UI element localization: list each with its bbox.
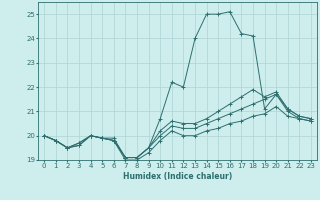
X-axis label: Humidex (Indice chaleur): Humidex (Indice chaleur) xyxy=(123,172,232,181)
